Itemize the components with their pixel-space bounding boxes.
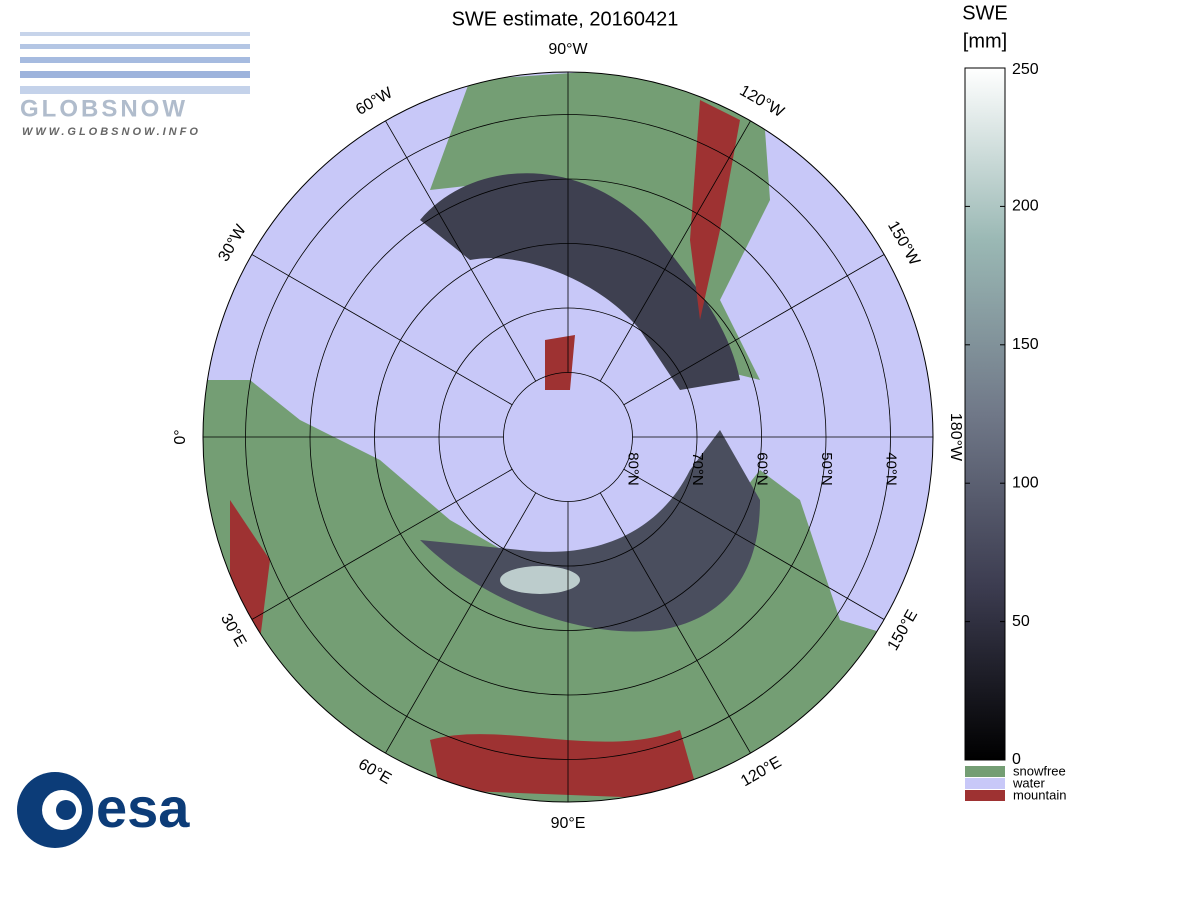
meridian-label: 0°: [172, 429, 189, 444]
meridian-label: 120°W: [737, 82, 788, 121]
meridian: [599, 120, 751, 382]
meridian-label: 60°W: [353, 84, 396, 119]
colorbar-tick-label: 50: [1012, 613, 1030, 630]
meridian-label: 90°E: [551, 815, 586, 832]
colorbar-tick-label: 250: [1012, 61, 1039, 78]
meridian-label: 150°W: [884, 218, 923, 269]
map: 80°N 70°N 60°N 50°N 40°N 0° 30°W 60°W 90°W 120°W 1…: [172, 41, 964, 832]
map-border: [202, 71, 934, 803]
meridian-label: 30°E: [217, 611, 249, 650]
parallel-label: 70°N: [689, 452, 706, 486]
legend-label: water: [1012, 775, 1045, 790]
parallel-label: 40°N: [883, 452, 900, 486]
parallel-label: 80°N: [625, 452, 642, 486]
legend-label: snowfree: [1013, 763, 1066, 778]
meridian: [623, 468, 885, 620]
colorbar-tick-label: 150: [1012, 336, 1039, 353]
legend-swatch: [965, 790, 1005, 801]
meridian: [385, 492, 537, 754]
legend-swatch: [965, 766, 1005, 777]
meridian: [623, 254, 885, 406]
colorbar-unit: [mm]: [963, 30, 1007, 52]
globsnow-logo: GLOBSNOW WWW.GLOBSNOW.INFO: [20, 32, 250, 138]
meridian-label: 30°W: [215, 221, 250, 264]
legend-label: mountain: [1013, 787, 1066, 802]
logo-url: WWW.GLOBSNOW.INFO: [22, 126, 201, 138]
meridian: [385, 120, 537, 382]
colorbar-tick-label: 200: [1012, 198, 1039, 215]
meridian-label: 180°W: [947, 413, 964, 462]
esa-logo: esa: [17, 772, 190, 848]
logo-name: GLOBSNOW: [20, 95, 188, 122]
mountain-asia: [430, 730, 700, 800]
legend-swatch: [965, 778, 1005, 789]
colorbar-tick-label: 100: [1012, 474, 1039, 491]
snow-deep: [500, 566, 580, 594]
logo-esa: esa: [96, 776, 190, 839]
colorbar-tick-label: 0: [1012, 751, 1021, 768]
colorbar: SWE [mm]: [962, 2, 1008, 761]
snow-north-america: [420, 173, 740, 390]
meridian-label: 60°E: [355, 756, 394, 788]
parallel-label: 50°N: [818, 452, 835, 486]
mountain-greenland: [545, 335, 575, 390]
meridian-label: 90°W: [548, 41, 588, 58]
colorbar-ramp: [964, 67, 1006, 761]
meridian: [251, 468, 513, 620]
map-title: SWE estimate, 20160421: [452, 8, 679, 30]
colorbar-title: SWE: [962, 2, 1008, 24]
parallel-label: 60°N: [754, 452, 771, 486]
meridian: [599, 492, 751, 754]
meridian: [251, 254, 513, 406]
meridian-label: 120°E: [738, 754, 784, 791]
mountain-rockies: [690, 100, 740, 320]
meridian-label: 150°E: [885, 607, 922, 653]
